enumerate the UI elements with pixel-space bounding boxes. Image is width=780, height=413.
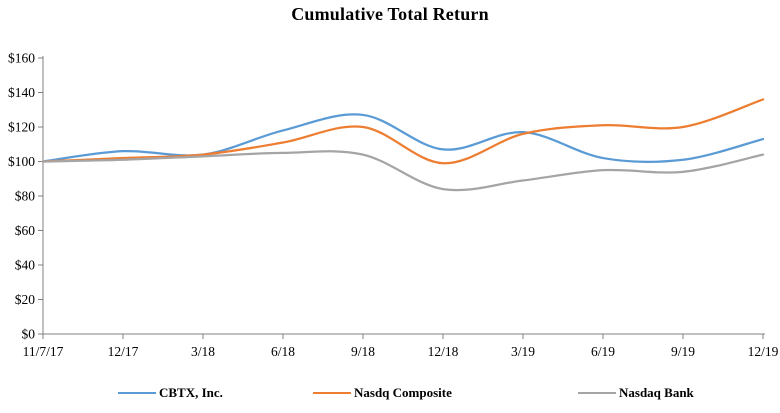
legend-label-cbtx: CBTX, Inc. (159, 385, 223, 400)
y-tick-label: $60 (15, 223, 36, 238)
y-tick-label: $20 (15, 292, 36, 307)
y-tick-label: $160 (8, 51, 35, 66)
legend-item-nasdaq-composite: Nasdq Composite (313, 383, 452, 403)
y-tick-label: $80 (15, 189, 36, 204)
x-tick-label: 11/7/17 (23, 344, 64, 359)
x-tick-label: 9/19 (671, 344, 695, 359)
y-tick-label: $100 (8, 154, 35, 169)
x-tick-label: 6/18 (271, 344, 295, 359)
x-tick-label: 12/19 (748, 344, 779, 359)
x-tick-label: 9/18 (351, 344, 375, 359)
x-tick-label: 3/19 (511, 344, 535, 359)
y-tick-label: $120 (8, 120, 35, 135)
legend: CBTX, Inc. Nasdq Composite Nasdaq Bank (0, 383, 780, 405)
y-tick-label: $140 (8, 85, 35, 100)
y-tick-label: $0 (22, 327, 36, 342)
legend-item-nasdaq-bank: Nasdaq Bank (578, 383, 694, 403)
x-tick-label: 3/18 (191, 344, 215, 359)
series-line-0 (41, 113, 765, 163)
legend-line-swatch-nasdaq-composite (313, 391, 351, 395)
x-tick-label: 6/19 (591, 344, 615, 359)
legend-line-swatch-nasdaq-bank (578, 391, 616, 395)
x-tick-label: 12/18 (428, 344, 459, 359)
legend-label-nasdaq-composite: Nasdq Composite (354, 385, 452, 400)
series-line-2 (41, 150, 765, 192)
legend-label-nasdaq-bank: Nasdaq Bank (619, 385, 694, 400)
chart-title: Cumulative Total Return (291, 4, 489, 24)
plot-area: $0 $20 $40 $60 $80 $100 $120 $140 $160 11/7/17 12/… (8, 51, 779, 360)
legend-line-swatch-cbtx (118, 391, 156, 395)
legend-item-cbtx: CBTX, Inc. (118, 383, 223, 403)
x-tick-label: 12/17 (108, 344, 139, 359)
series-line-1 (41, 98, 765, 165)
y-tick-label: $40 (15, 258, 36, 273)
